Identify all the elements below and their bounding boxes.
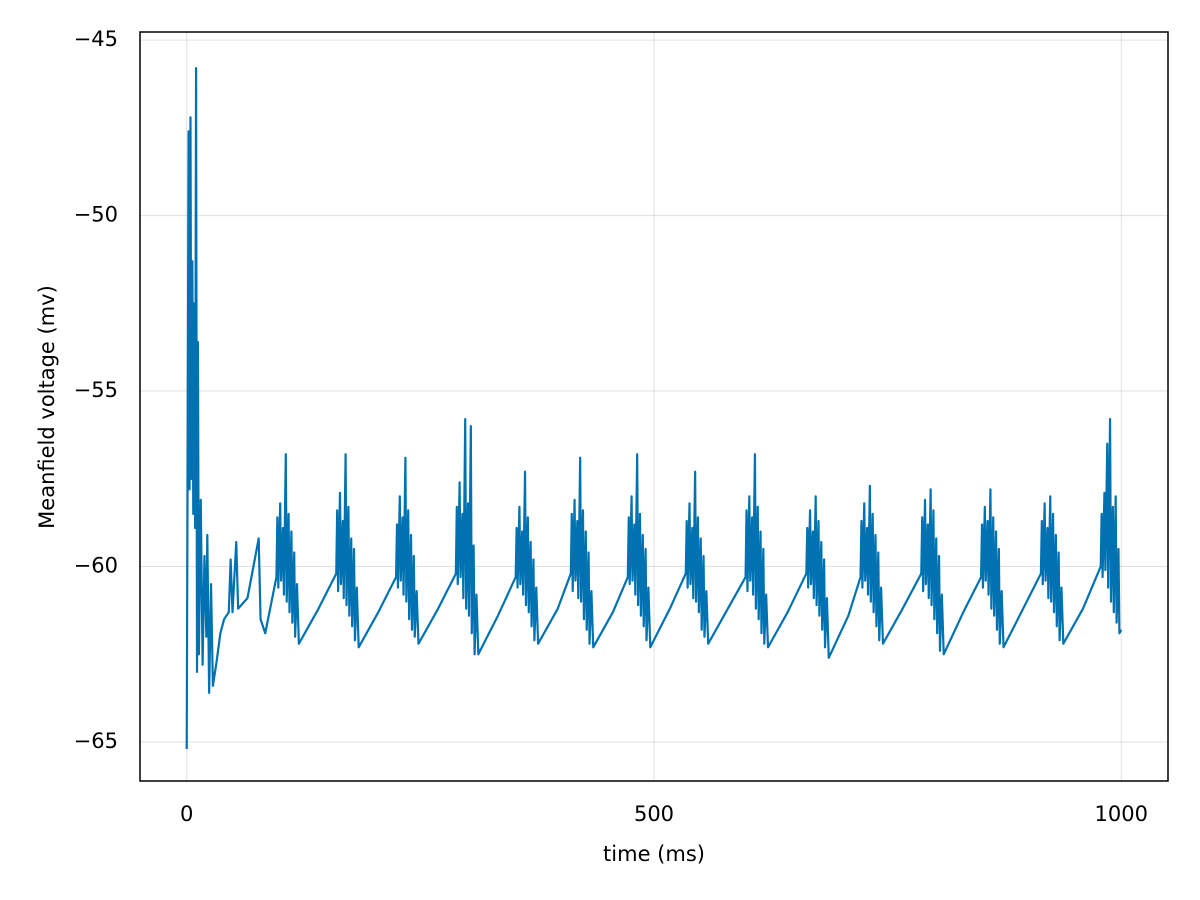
plot-frame bbox=[139, 31, 1169, 782]
y-axis-label: Meanfield voltage (mv) bbox=[35, 285, 59, 529]
plot-area bbox=[185, 67, 1123, 750]
x-tick-label: 500 bbox=[634, 802, 674, 826]
y-tick-label: −65 bbox=[74, 729, 118, 753]
grid bbox=[140, 32, 1168, 781]
y-tick-label: −50 bbox=[74, 203, 118, 227]
x-axis-label: time (ms) bbox=[603, 842, 705, 866]
y-tick-label: −45 bbox=[74, 27, 118, 51]
data-line bbox=[185, 67, 1123, 750]
x-tick-label: 0 bbox=[180, 802, 193, 826]
y-tick-label: −60 bbox=[74, 554, 118, 578]
y-tick-label: −55 bbox=[74, 378, 118, 402]
x-tick-label: 1000 bbox=[1095, 802, 1148, 826]
